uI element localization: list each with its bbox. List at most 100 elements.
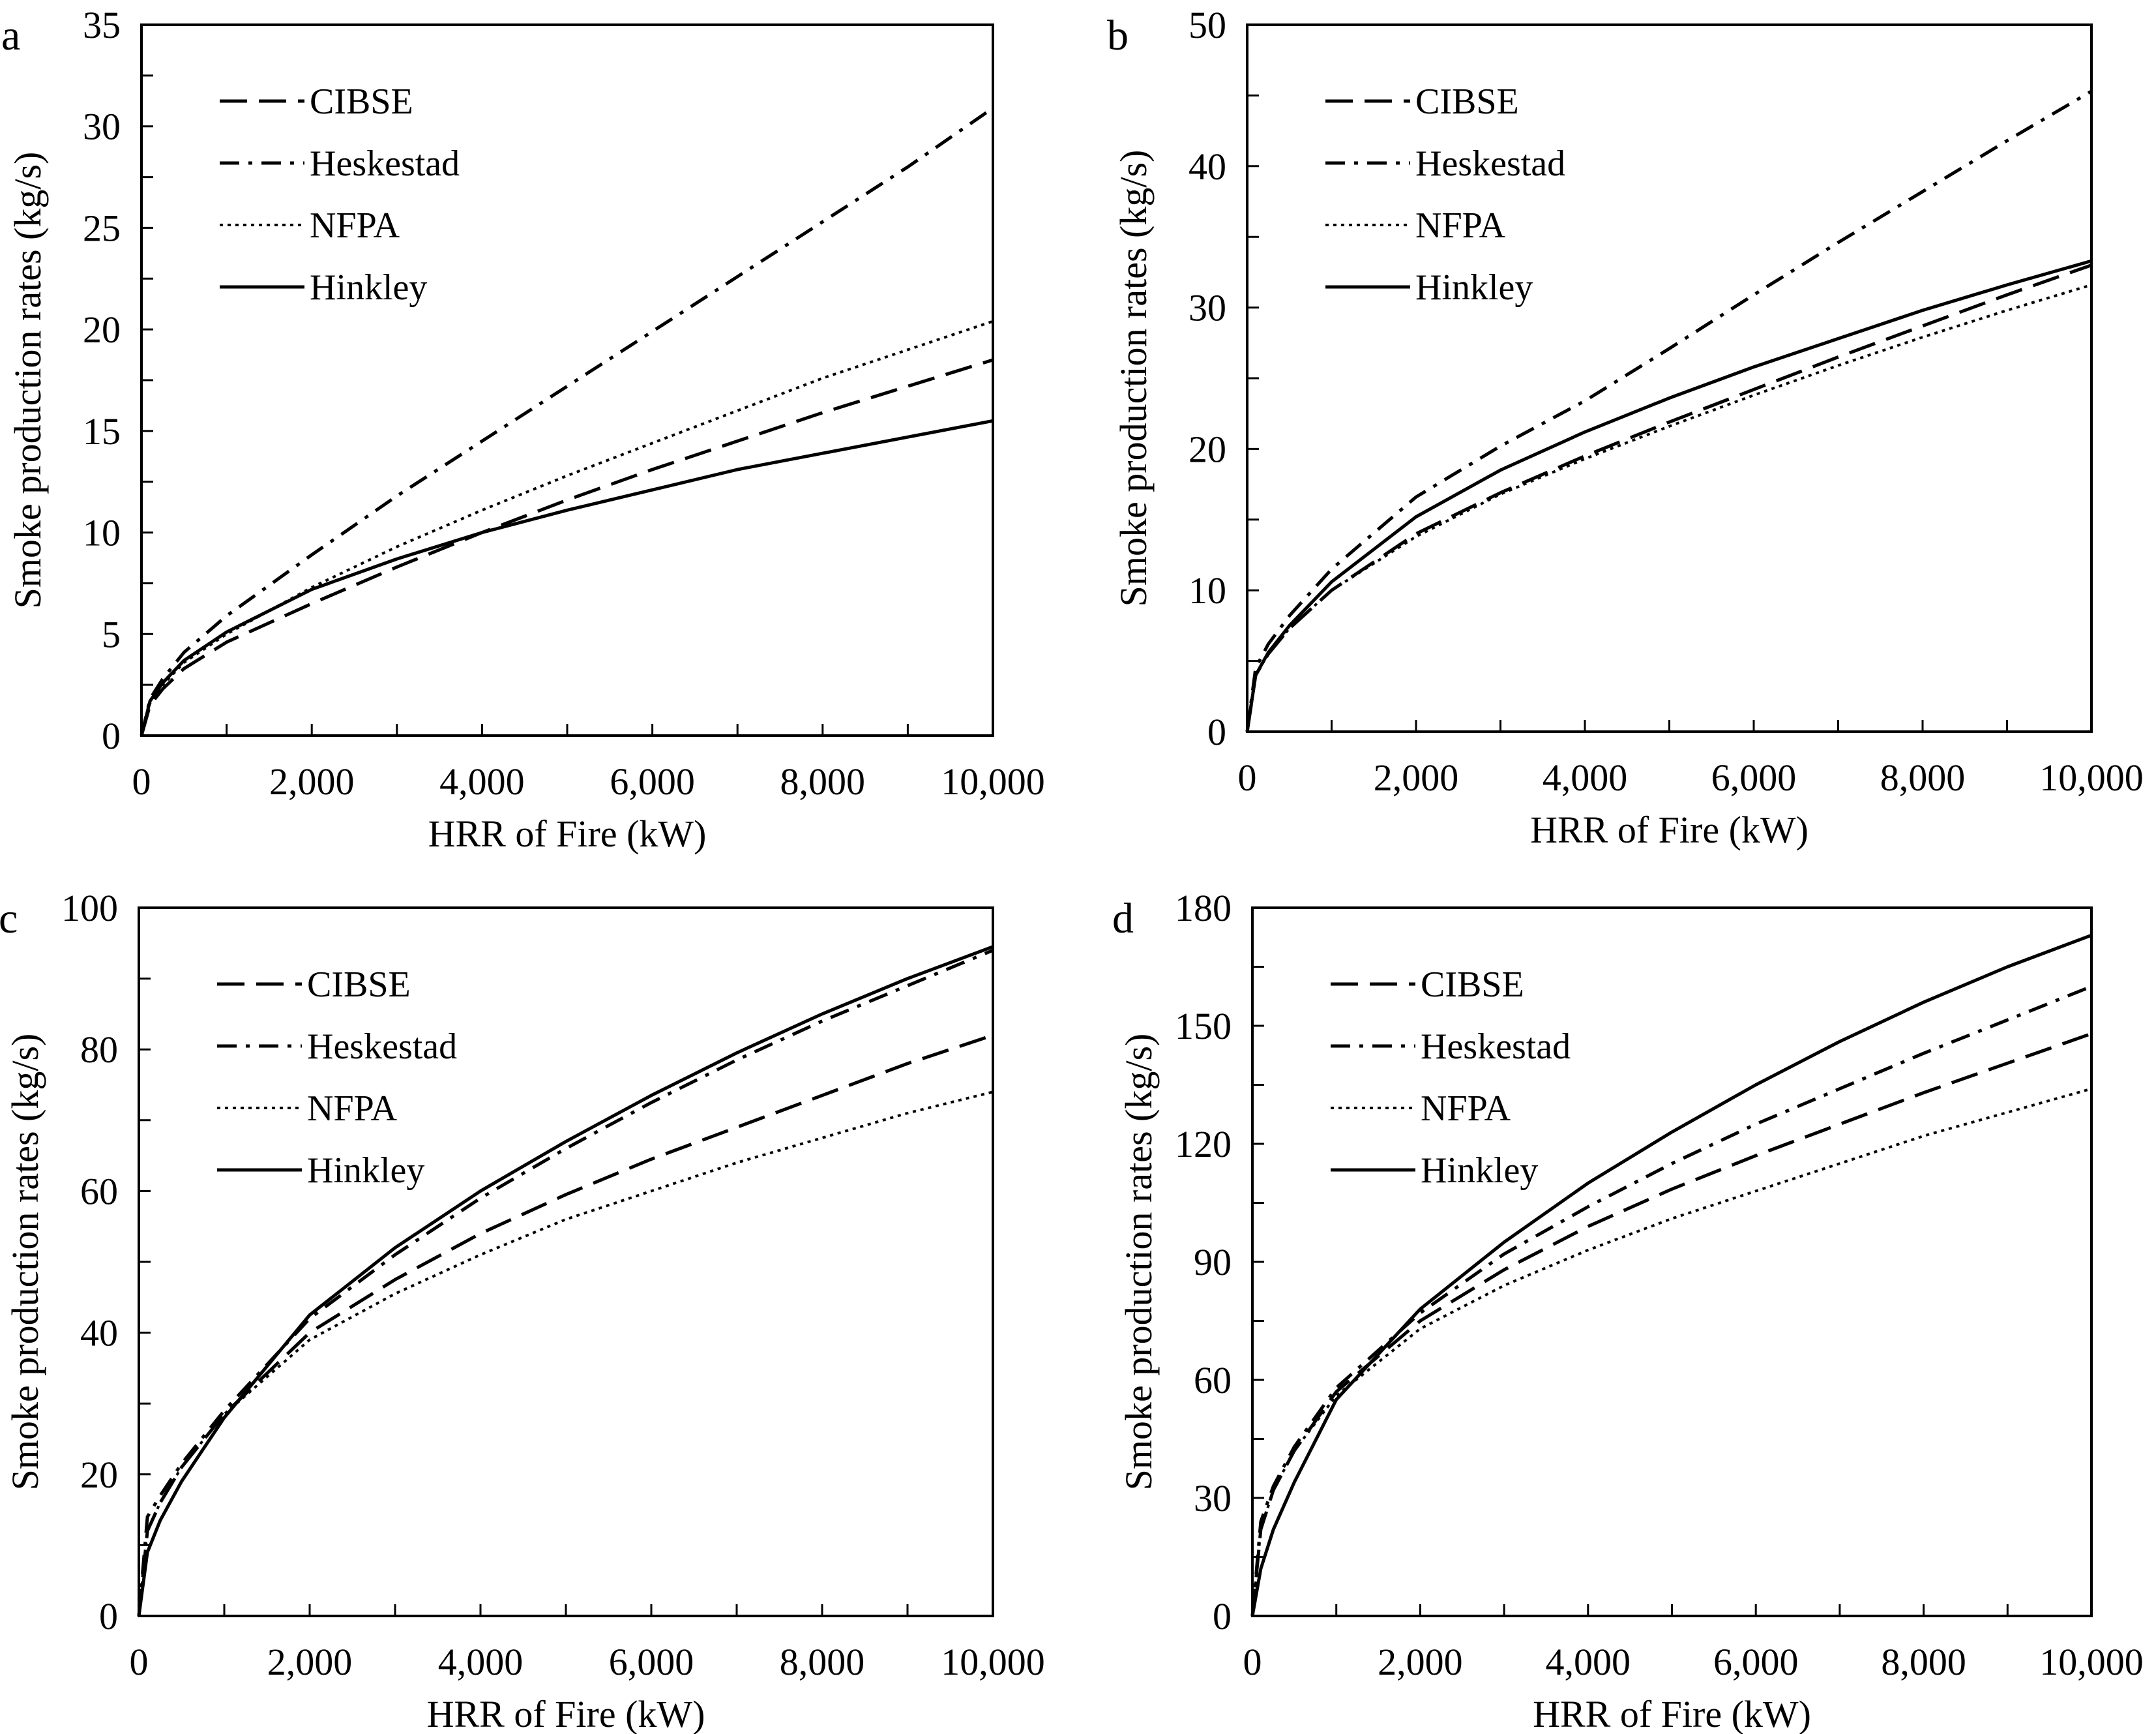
x-axis-label: HRR of Fire (kW) bbox=[1533, 1693, 1811, 1734]
y-tick-label: 60 bbox=[1194, 1359, 1232, 1401]
series-line-nfpa bbox=[1246, 283, 2092, 732]
x-tick-label: 6,000 bbox=[1713, 1641, 1799, 1683]
x-tick-label: 8,000 bbox=[1880, 756, 1966, 799]
y-tick-label: 20 bbox=[1189, 428, 1226, 470]
x-tick-label: 0 bbox=[1243, 1641, 1262, 1683]
plot-frame bbox=[1246, 23, 2093, 733]
x-tick-label: 6,000 bbox=[609, 1641, 694, 1683]
legend-label: Heskestad bbox=[1415, 143, 1565, 184]
y-tick-label: 30 bbox=[1194, 1477, 1232, 1519]
series-line-heskestad bbox=[140, 106, 994, 736]
y-tick-label: 80 bbox=[80, 1028, 118, 1071]
y-tick-label: 40 bbox=[80, 1312, 118, 1354]
y-tick-label: 180 bbox=[1175, 887, 1232, 929]
x-tick-label: 10,000 bbox=[2039, 1641, 2144, 1683]
series-line-nfpa bbox=[1251, 1087, 2092, 1617]
y-tick-label: 25 bbox=[83, 207, 121, 249]
y-tick-label: 40 bbox=[1189, 145, 1226, 188]
plot-frame bbox=[138, 906, 994, 1617]
series-line-cibse bbox=[137, 1034, 994, 1617]
y-tick-label: 30 bbox=[1189, 287, 1226, 329]
x-tick-label: 2,000 bbox=[1374, 756, 1459, 799]
y-tick-label: 5 bbox=[102, 613, 121, 655]
x-tick-label: 10,000 bbox=[2039, 756, 2144, 799]
y-tick-label: 0 bbox=[1213, 1595, 1232, 1637]
x-tick-label: 6,000 bbox=[1711, 756, 1797, 799]
series-line-cibse bbox=[1250, 1032, 2092, 1617]
x-tick-label: 2,000 bbox=[269, 760, 355, 803]
x-axis-label: HRR of Fire (kW) bbox=[428, 813, 707, 855]
legend-label: CIBSE bbox=[307, 964, 411, 1005]
x-tick-label: 10,000 bbox=[941, 760, 1045, 803]
series-line-nfpa bbox=[140, 320, 994, 736]
x-tick-label: 8,000 bbox=[780, 1641, 865, 1683]
y-axis-label: Smoke production rates (kg/s) bbox=[1117, 1034, 1160, 1491]
x-tick-label: 0 bbox=[132, 760, 151, 803]
panel-d: d 0 2,000 4,000 6,000 8,000 10,000 0 30 60 90 120 15… bbox=[1112, 887, 2144, 1734]
legend-label: Heskestad bbox=[310, 143, 460, 184]
y-tick-label: 0 bbox=[1207, 711, 1226, 753]
x-tick-label: 2,000 bbox=[267, 1641, 353, 1683]
panel-a: a 0 2,000 4,000 6,000 8,000 10,000 0 5 10 15 20 25 30… bbox=[1, 4, 1045, 855]
series-line-cibse bbox=[1245, 263, 2092, 732]
legend-label: Heskestad bbox=[1421, 1026, 1571, 1067]
panel-letter: c bbox=[0, 895, 18, 942]
x-axis-label: HRR of Fire (kW) bbox=[427, 1693, 705, 1734]
legend-label: CIBSE bbox=[310, 82, 413, 122]
x-tick-label: 10,000 bbox=[941, 1641, 1045, 1683]
legend-label: NFPA bbox=[1415, 205, 1506, 246]
panel-b: b 0 2,000 4,000 6,000 8,000 10,000 0 10 20 30 40 50 H… bbox=[1107, 4, 2144, 851]
y-tick-label: 10 bbox=[1189, 569, 1226, 612]
legend-label: Heskestad bbox=[307, 1026, 457, 1067]
legend-label: NFPA bbox=[307, 1088, 398, 1129]
y-axis-label: Smoke production rates (kg/s) bbox=[1112, 150, 1155, 607]
plot-frame bbox=[1251, 906, 2093, 1617]
series-line-hinkley bbox=[1250, 933, 2092, 1617]
series-line-hinkley bbox=[140, 419, 994, 736]
legend-label: Hinkley bbox=[1421, 1150, 1538, 1191]
y-axis-label: Smoke production rates (kg/s) bbox=[4, 1034, 46, 1491]
y-tick-label: 60 bbox=[80, 1170, 118, 1212]
series-line-cibse bbox=[140, 358, 994, 736]
x-tick-label: 4,000 bbox=[438, 1641, 524, 1683]
y-tick-label: 30 bbox=[83, 106, 121, 148]
series-line-heskestad bbox=[1250, 985, 2092, 1617]
legend-label: NFPA bbox=[1421, 1088, 1511, 1129]
panel-c: c 0 2,000 4,000 6,000 8,000 10,000 0 20 40 60 80 100… bbox=[0, 887, 1045, 1734]
x-tick-label: 0 bbox=[1238, 756, 1257, 799]
y-tick-label: 35 bbox=[83, 4, 121, 46]
legend-label: Hinkley bbox=[1415, 267, 1533, 308]
y-tick-label: 0 bbox=[102, 715, 121, 757]
x-tick-label: 0 bbox=[130, 1641, 149, 1683]
x-tick-label: 8,000 bbox=[780, 760, 866, 803]
legend-label: Hinkley bbox=[310, 267, 427, 308]
y-tick-label: 10 bbox=[83, 512, 121, 554]
series-line-nfpa bbox=[138, 1090, 994, 1617]
y-tick-label: 120 bbox=[1175, 1123, 1232, 1165]
y-tick-label: 20 bbox=[83, 308, 121, 351]
x-tick-label: 2,000 bbox=[1378, 1641, 1463, 1683]
y-tick-label: 90 bbox=[1194, 1241, 1232, 1283]
legend-label: Hinkley bbox=[307, 1150, 424, 1191]
y-tick-label: 0 bbox=[99, 1595, 118, 1637]
series-line-hinkley bbox=[137, 945, 994, 1617]
legend-label: CIBSE bbox=[1415, 82, 1519, 122]
panel-letter: b bbox=[1107, 12, 1129, 59]
y-tick-label: 20 bbox=[80, 1454, 118, 1496]
x-axis-label: HRR of Fire (kW) bbox=[1530, 809, 1809, 851]
x-tick-label: 4,000 bbox=[1543, 756, 1628, 799]
x-tick-label: 6,000 bbox=[610, 760, 695, 803]
panel-letter: a bbox=[1, 12, 20, 59]
legend-label: CIBSE bbox=[1421, 964, 1524, 1005]
x-tick-label: 4,000 bbox=[439, 760, 525, 803]
x-tick-label: 4,000 bbox=[1546, 1641, 1631, 1683]
series-line-heskestad bbox=[1245, 89, 2093, 732]
y-tick-label: 50 bbox=[1189, 4, 1226, 46]
series-line-hinkley bbox=[1245, 259, 2092, 732]
y-axis-label: Smoke production rates (kg/s) bbox=[7, 152, 49, 609]
y-tick-label: 100 bbox=[61, 887, 118, 929]
y-tick-label: 150 bbox=[1175, 1005, 1232, 1047]
series-line-heskestad bbox=[137, 948, 994, 1617]
x-tick-label: 8,000 bbox=[1881, 1641, 1966, 1683]
